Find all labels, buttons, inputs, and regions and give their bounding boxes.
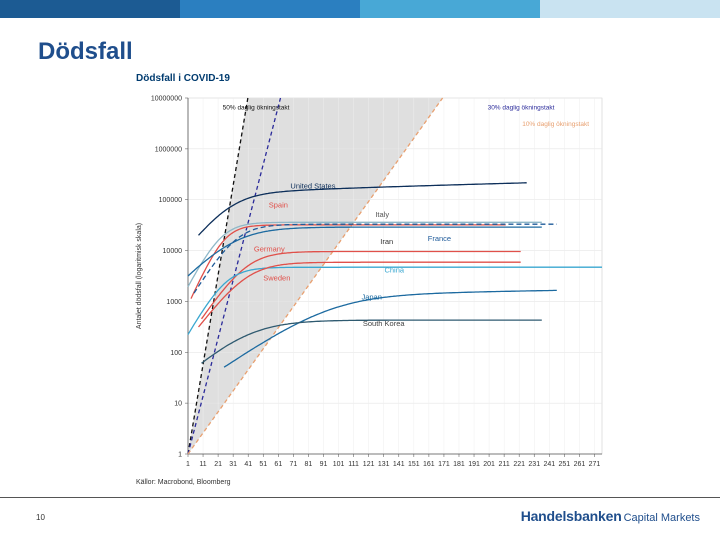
top-bar-segment — [180, 0, 360, 18]
x-tick-label: 151 — [408, 461, 420, 468]
x-tick-label: 1 — [186, 461, 190, 468]
chart-title: Dödsfall i COVID-19 — [136, 73, 230, 84]
footer-divider — [0, 497, 720, 498]
series-line — [198, 261, 521, 328]
x-tick-label: 241 — [543, 461, 555, 468]
y-tick-label: 1000000 — [155, 146, 182, 153]
top-bar-segment — [0, 0, 180, 18]
top-color-bar — [0, 0, 720, 18]
series-label: South Korea — [363, 319, 406, 328]
series-line — [187, 226, 542, 277]
x-tick-label: 141 — [393, 461, 405, 468]
x-tick-label: 121 — [363, 461, 375, 468]
x-tick-label: 131 — [378, 461, 390, 468]
x-tick-label: 191 — [468, 461, 480, 468]
y-axis-label: Antalet dödsfall (logaritmisk skala) — [136, 223, 143, 329]
x-tick-label: 161 — [423, 461, 435, 468]
series-line — [198, 182, 527, 236]
y-tick-label: 10000 — [163, 248, 183, 255]
chart-source: Källor: Macrobond, Bloomberg — [136, 479, 231, 486]
x-tick-label: 31 — [229, 461, 237, 468]
x-tick-label: 211 — [499, 461, 510, 468]
series-line — [187, 266, 602, 335]
series-label: Iran — [380, 237, 393, 246]
x-tick-label: 81 — [305, 461, 313, 468]
series-label: Germany — [254, 245, 285, 254]
x-tick-label: 91 — [320, 461, 328, 468]
slide-title: Dödsfall — [38, 38, 133, 65]
series-line — [201, 319, 542, 364]
series-label: Sweden — [263, 273, 290, 282]
x-tick-label: 111 — [348, 461, 359, 468]
series-line — [190, 224, 506, 299]
x-tick-label: 271 — [589, 461, 601, 468]
x-tick-label: 251 — [559, 461, 571, 468]
y-tick-label: 1000 — [166, 299, 182, 306]
series-line — [200, 250, 521, 320]
x-tick-label: 41 — [244, 461, 252, 468]
x-tick-label: 51 — [259, 461, 267, 468]
x-tick-label: 21 — [214, 461, 222, 468]
brand-name: Handelsbanken — [520, 508, 622, 524]
brand-logo: Handelsbanken Capital Markets — [521, 508, 700, 526]
x-tick-label: 261 — [574, 461, 586, 468]
y-tick-label: 10000000 — [151, 96, 182, 103]
growth-reference-line — [187, 97, 444, 455]
series-line — [187, 221, 542, 288]
series-label: China — [384, 266, 404, 275]
series-line — [223, 289, 557, 368]
x-tick-label: 221 — [513, 461, 525, 468]
series-label: Italy — [375, 210, 389, 219]
x-tick-label: 11 — [199, 461, 206, 468]
series-label: Japan — [361, 293, 381, 302]
page-number: 10 — [36, 513, 45, 522]
x-tick-label: 71 — [289, 461, 297, 468]
growth-line-label: 50% daglig ökningstakt — [223, 104, 290, 111]
brand-subtitle: Capital Markets — [623, 512, 700, 524]
x-tick-label: 181 — [453, 461, 465, 468]
x-tick-label: 101 — [333, 461, 345, 468]
x-tick-label: 201 — [483, 461, 495, 468]
growth-line-label: 10% daglig ökningstakt — [522, 121, 589, 128]
y-tick-label: 100000 — [159, 197, 182, 204]
x-tick-label: 171 — [438, 461, 450, 468]
top-bar-segment — [360, 0, 540, 18]
x-tick-label: 231 — [528, 461, 540, 468]
x-tick-label: 61 — [274, 461, 282, 468]
y-tick-label: 100 — [170, 350, 182, 357]
series-label: United States — [290, 182, 335, 191]
y-tick-label: 10 — [174, 401, 182, 408]
series-label: Spain — [269, 201, 288, 210]
top-bar-segment — [540, 0, 720, 18]
series-line — [193, 223, 557, 294]
y-tick-label: 1 — [178, 452, 182, 459]
growth-line-label: 30% daglig ökningstakt — [488, 104, 555, 111]
series-label: France — [428, 234, 451, 243]
